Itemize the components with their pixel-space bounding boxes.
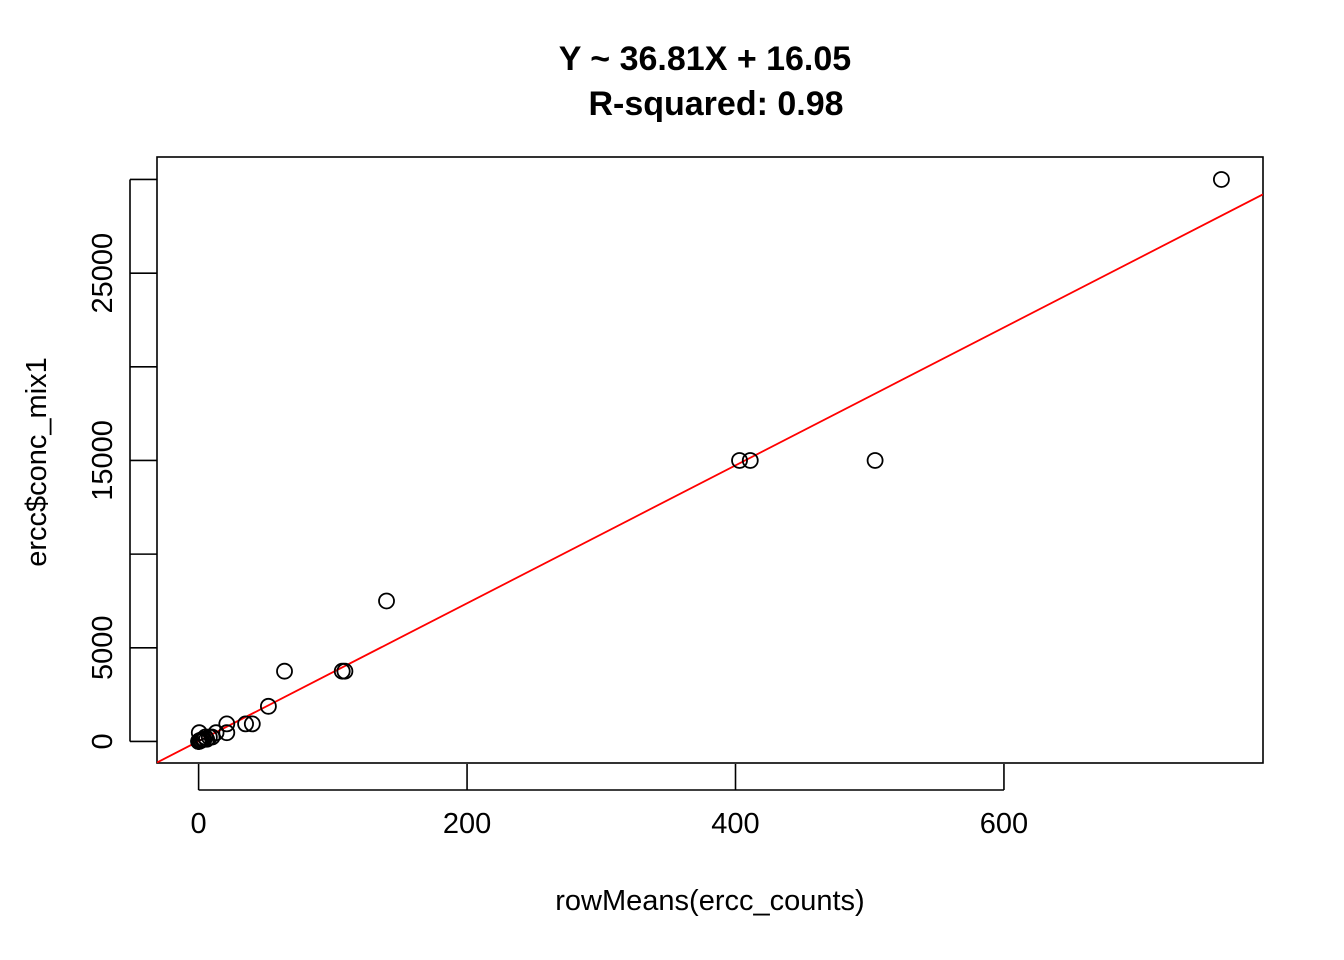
chart-title-line1: Y ~ 36.81X + 16.05: [559, 40, 851, 78]
data-point: [333, 662, 351, 680]
data-point: [731, 452, 748, 469]
data-point: [276, 662, 293, 680]
data-point: [1212, 171, 1230, 188]
x-axis: 0 200 400 600: [191, 764, 1028, 840]
data-point: [190, 733, 208, 750]
x-axis-label: rowMeans(ercc_counts): [555, 885, 864, 917]
y-axis: 0 5000 15000 25000: [87, 178, 157, 750]
y-tick-label: 25000: [87, 233, 119, 314]
y-axis-label: ercc$conc_mix1: [21, 357, 53, 567]
data-point: [243, 715, 261, 733]
data-point: [260, 697, 277, 715]
points-layer: [190, 171, 1230, 750]
x-tick-label: 400: [711, 808, 759, 840]
x-tick-label: 600: [980, 808, 1028, 840]
data-point: [218, 724, 236, 742]
y-tick-label: 15000: [87, 420, 119, 501]
data-point: [218, 715, 236, 733]
regression-layer: [157, 193, 1263, 763]
data-point: [741, 452, 759, 469]
y-tick-label: 5000: [87, 616, 119, 681]
data-point: [866, 452, 884, 469]
x-tick-label: 200: [443, 808, 491, 840]
plot-area-border: [156, 156, 1264, 764]
y-tick-label: 0: [87, 733, 119, 749]
chart-title-line2: R-squared: 0.98: [588, 85, 843, 123]
data-point: [237, 715, 254, 733]
x-tick-label: 0: [191, 808, 207, 840]
data-point: [378, 592, 395, 610]
regression-line: [157, 193, 1263, 763]
